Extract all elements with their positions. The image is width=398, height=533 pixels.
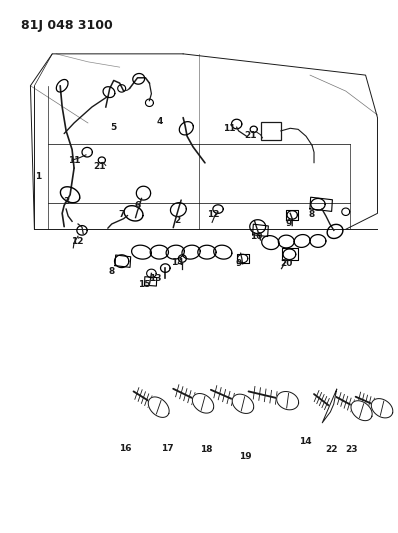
Text: 19: 19: [240, 451, 252, 461]
Text: 14: 14: [171, 259, 183, 267]
Text: 23: 23: [345, 445, 358, 454]
Text: 10: 10: [250, 232, 263, 241]
Text: 3: 3: [63, 197, 69, 206]
Text: 8: 8: [109, 268, 115, 276]
Text: 17: 17: [161, 443, 174, 453]
Text: 5: 5: [111, 123, 117, 132]
Text: 7: 7: [119, 211, 125, 220]
Text: 21: 21: [93, 162, 105, 171]
Polygon shape: [192, 393, 214, 413]
Text: 15: 15: [138, 279, 150, 288]
Text: 1: 1: [35, 172, 41, 181]
Text: 20: 20: [280, 260, 293, 268]
Polygon shape: [351, 401, 372, 421]
Text: 6: 6: [135, 201, 140, 210]
Text: 11: 11: [68, 156, 80, 165]
Polygon shape: [277, 392, 298, 410]
Text: 4: 4: [156, 117, 162, 126]
Text: 2: 2: [174, 216, 180, 225]
Text: 8: 8: [309, 211, 315, 220]
Text: 16: 16: [119, 443, 132, 453]
Text: 18: 18: [200, 445, 213, 454]
Polygon shape: [322, 389, 337, 423]
Text: 21: 21: [244, 131, 257, 140]
Text: 13: 13: [149, 274, 162, 283]
Polygon shape: [371, 399, 393, 418]
Text: 11: 11: [223, 124, 236, 133]
FancyBboxPatch shape: [261, 122, 281, 140]
Text: 9: 9: [285, 220, 292, 229]
Text: 14: 14: [299, 437, 312, 446]
Polygon shape: [148, 397, 169, 417]
Text: 12: 12: [70, 237, 83, 246]
Text: 22: 22: [325, 445, 338, 454]
Text: 9: 9: [236, 260, 242, 268]
Text: 81J 048 3100: 81J 048 3100: [21, 19, 112, 33]
Polygon shape: [232, 394, 254, 414]
Text: 12: 12: [207, 210, 220, 219]
